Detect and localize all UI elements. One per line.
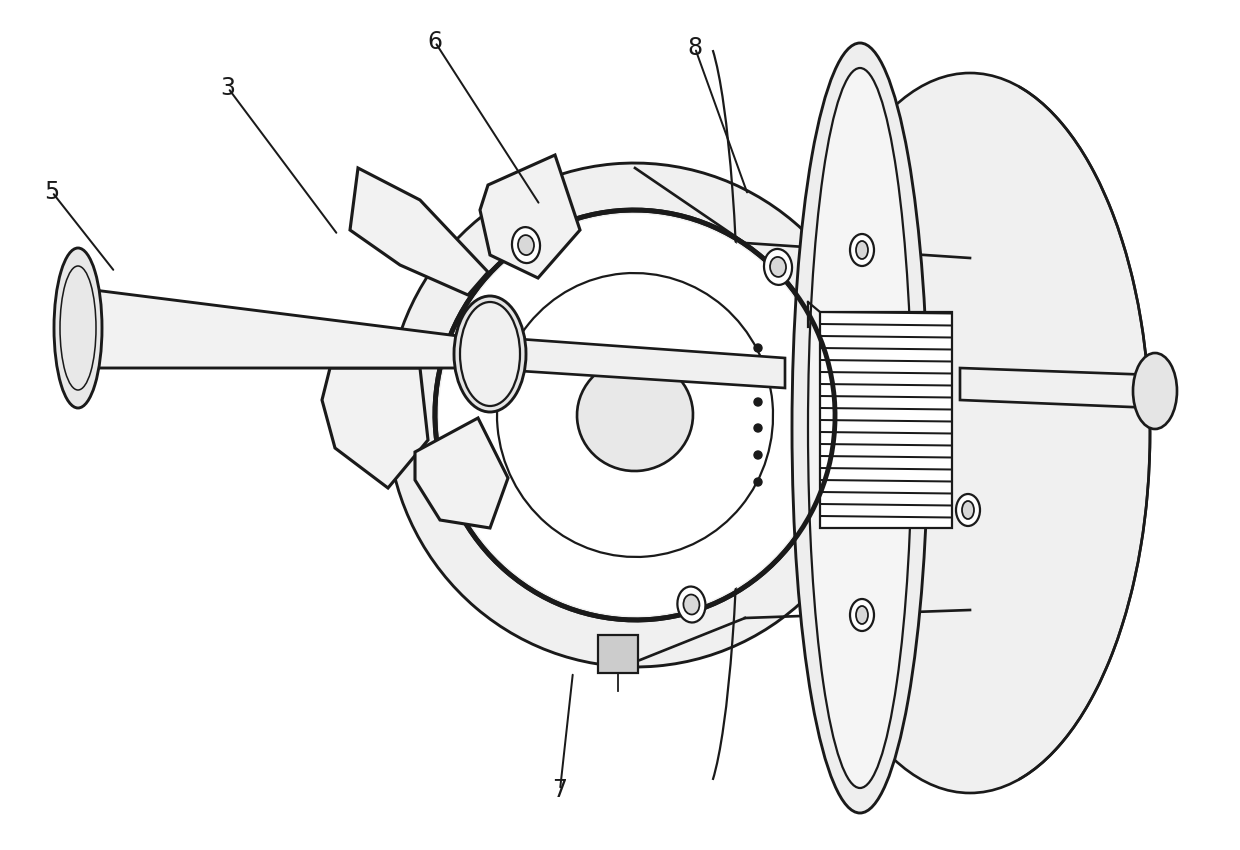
Polygon shape	[598, 635, 639, 673]
Ellipse shape	[856, 606, 868, 624]
Polygon shape	[322, 368, 428, 488]
Text: 3: 3	[221, 76, 236, 100]
Ellipse shape	[792, 43, 928, 813]
Ellipse shape	[808, 68, 911, 788]
Ellipse shape	[497, 273, 773, 557]
Polygon shape	[350, 168, 489, 295]
Ellipse shape	[849, 599, 874, 631]
Polygon shape	[480, 155, 580, 278]
Text: 8: 8	[687, 36, 703, 60]
Ellipse shape	[764, 249, 792, 285]
Polygon shape	[960, 368, 1154, 408]
Ellipse shape	[683, 594, 699, 615]
Circle shape	[754, 398, 763, 406]
Circle shape	[754, 371, 763, 379]
Ellipse shape	[677, 586, 706, 622]
Ellipse shape	[439, 214, 831, 616]
Circle shape	[754, 451, 763, 459]
Ellipse shape	[962, 501, 973, 519]
Circle shape	[754, 344, 763, 352]
Ellipse shape	[497, 273, 773, 557]
Text: 7: 7	[553, 778, 568, 802]
Circle shape	[754, 424, 763, 432]
Ellipse shape	[577, 359, 693, 471]
Ellipse shape	[387, 163, 883, 667]
Ellipse shape	[770, 257, 786, 277]
Ellipse shape	[849, 234, 874, 266]
Polygon shape	[505, 338, 785, 388]
Ellipse shape	[454, 296, 526, 412]
Ellipse shape	[790, 73, 1149, 793]
Polygon shape	[415, 418, 508, 528]
Polygon shape	[78, 288, 490, 368]
Ellipse shape	[856, 241, 868, 259]
Polygon shape	[820, 312, 952, 528]
Text: 6: 6	[428, 30, 443, 54]
Ellipse shape	[512, 227, 541, 263]
Ellipse shape	[518, 235, 534, 255]
Circle shape	[754, 478, 763, 486]
Ellipse shape	[460, 302, 520, 406]
Ellipse shape	[1133, 353, 1177, 429]
Ellipse shape	[956, 494, 980, 526]
Ellipse shape	[55, 248, 102, 408]
Text: 5: 5	[45, 180, 60, 204]
